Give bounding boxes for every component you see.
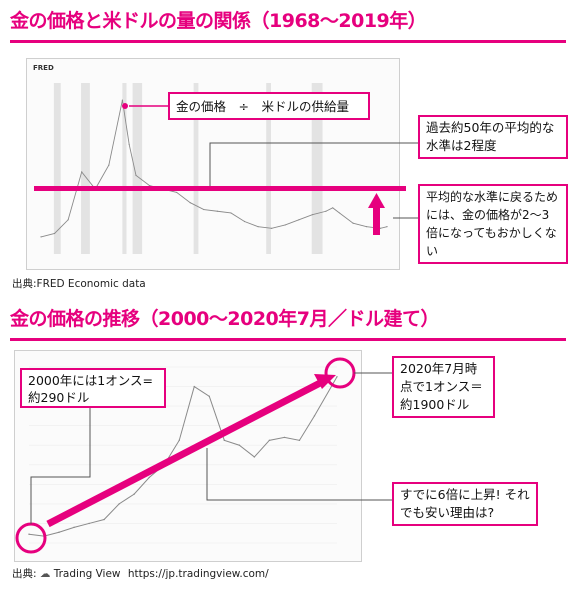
recession-band — [311, 83, 323, 254]
gold-price-point — [298, 439, 301, 442]
ratio-point — [176, 191, 178, 194]
ratio-point — [40, 236, 42, 238]
ratio-point — [216, 210, 218, 212]
callout-average: 過去約50年の平均的な水準は2程度 — [418, 115, 568, 159]
recession-band — [132, 83, 143, 254]
section1-source: 出典:FRED Economic data — [12, 278, 146, 290]
ratio-point — [298, 219, 300, 221]
rise-arrow-head — [368, 193, 385, 208]
ratio-point — [366, 226, 368, 228]
peak-marker — [122, 103, 128, 109]
ratio-point — [67, 219, 69, 221]
ratio-point — [81, 171, 83, 173]
ratio-point — [203, 208, 205, 211]
recession-band — [81, 83, 90, 254]
recession-band — [53, 83, 61, 254]
ratio-point — [135, 174, 137, 176]
ratio-point — [148, 185, 151, 187]
gold-price-point — [238, 444, 241, 446]
ratio-point — [108, 164, 110, 166]
gold-price-point — [208, 395, 210, 398]
section2-title: 金の価格の推移（2000〜2020年7月／ドル建て） — [10, 308, 439, 330]
section2-source: 出典: ☁ Trading View https://jp.tradingvie… — [12, 566, 269, 581]
growth-connector — [206, 448, 392, 501]
ratio-point — [53, 232, 56, 235]
ratio-point — [243, 220, 246, 223]
gold-price-point — [178, 439, 180, 442]
gold-price-point — [313, 415, 316, 417]
ratio-point — [332, 207, 334, 209]
callout-rise: 平均的な水準に戻るためには、金の価格が2〜3倍になってもおかしくない — [418, 184, 568, 264]
gold-price-point — [283, 436, 286, 439]
ratio-point — [338, 212, 341, 214]
start-connector — [30, 406, 91, 524]
recession-band — [122, 83, 127, 254]
ratio-point — [128, 143, 130, 146]
section1-title-rule — [10, 40, 566, 43]
ratio-point — [325, 210, 327, 212]
average-level-line — [34, 186, 406, 191]
gold-price-point — [103, 518, 105, 521]
end-circle — [324, 357, 356, 389]
gold-price-point — [268, 439, 271, 442]
ratio-point — [284, 224, 286, 226]
ratio-box: 金の価格 ÷ 米ドルの供給量 — [168, 92, 370, 120]
gold-price-point — [148, 476, 150, 479]
ratio-point — [311, 214, 313, 216]
section2-source-prefix: 出典: — [12, 568, 37, 580]
start-circle — [15, 522, 47, 554]
avg-connector — [209, 142, 418, 186]
trend-arrow-head — [314, 374, 336, 389]
ratio-point — [257, 226, 259, 228]
gold-price-point — [253, 456, 256, 458]
gold-price-point — [58, 531, 60, 533]
section1-title: 金の価格と米ドルの量の関係（1968〜2019年） — [10, 10, 427, 32]
gold-price-point — [193, 385, 195, 388]
gold-price-point — [223, 439, 226, 442]
trend-arrow-shaft — [46, 378, 324, 528]
tradingview-logo-icon: ☁ — [39, 568, 51, 580]
recession-band — [266, 83, 271, 254]
section2-source-url[interactable]: https://jp.tradingview.com/ — [127, 568, 269, 580]
section2-source-name: Trading View — [53, 568, 121, 580]
callout-2020: 2020年7月時点で1オンス＝約1900ドル — [392, 356, 495, 418]
callout-growth: すでに6倍に上昇! それでも安い理由は? — [392, 482, 538, 526]
fred-chart-svg: FRED — [33, 64, 388, 254]
gold-price-point — [336, 376, 338, 378]
ratio-point — [352, 222, 354, 224]
gold-price-point — [73, 526, 75, 529]
recession-band — [193, 83, 199, 254]
ratio-point — [386, 226, 388, 228]
rise-arrow-shaft — [373, 207, 380, 235]
ratio-point — [271, 227, 273, 229]
ratio-point — [121, 99, 124, 101]
gold-price-point — [133, 493, 135, 495]
gold-price-point — [118, 503, 120, 505]
section2-title-rule — [10, 338, 566, 341]
gold-price-point — [88, 522, 90, 525]
ratio-point — [230, 212, 232, 214]
callout-2000: 2000年には1オンス=約290ドル — [20, 368, 166, 408]
gold-price-point — [28, 533, 30, 535]
fred-label: FRED — [33, 64, 54, 72]
ratio-point — [189, 202, 191, 204]
